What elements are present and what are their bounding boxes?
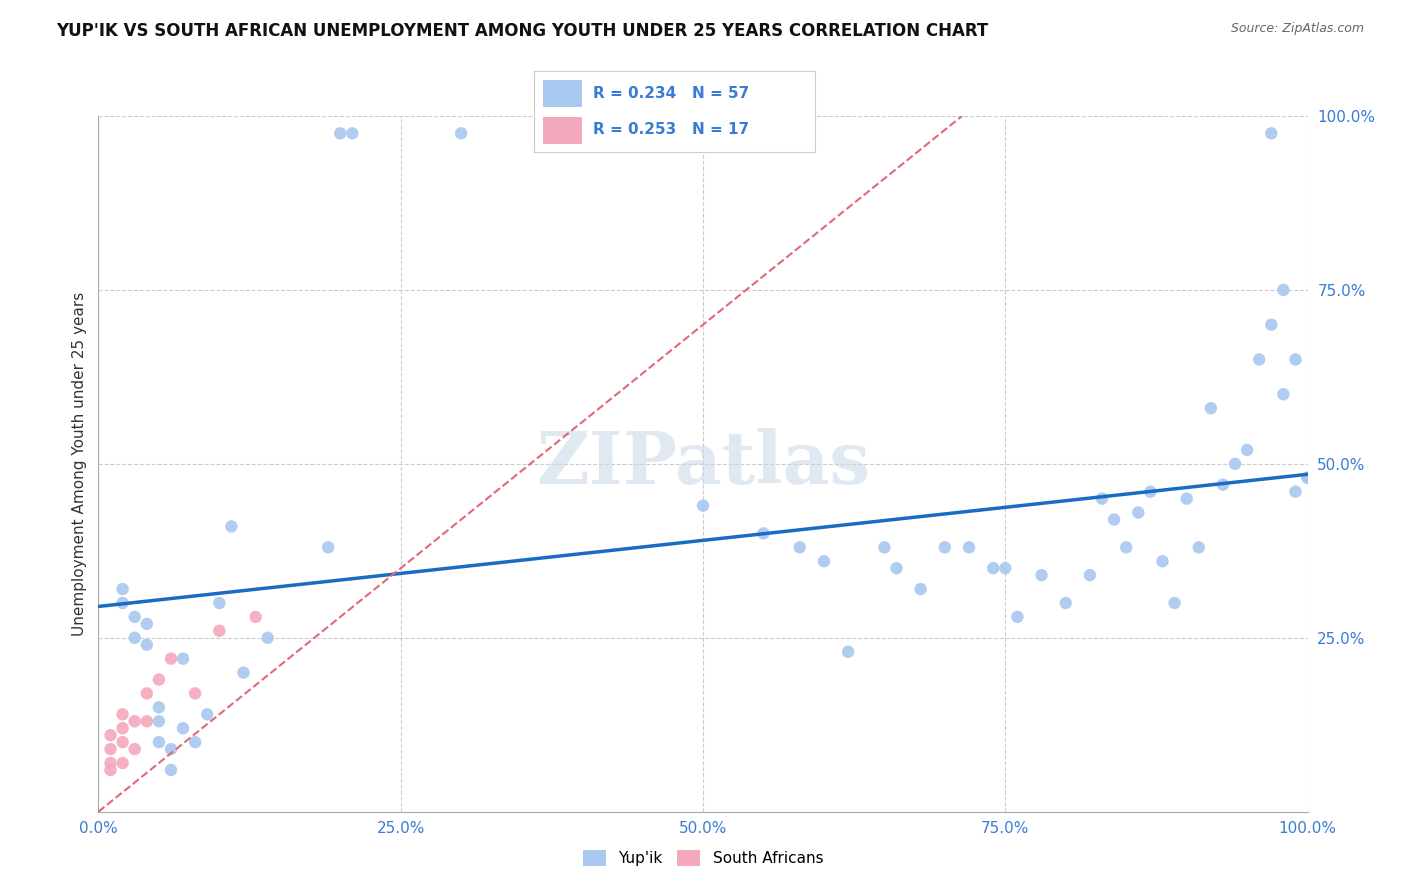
Point [148,673,170,687]
Point [1054,596,1077,610]
Point [1163,596,1185,610]
Point [160,763,183,777]
Point [1249,352,1271,367]
Point [148,714,170,729]
Point [245,610,267,624]
Point [1272,283,1295,297]
Text: ZIPatlas: ZIPatlas [536,428,870,500]
Point [111,756,134,770]
Point [124,631,146,645]
Point [1078,568,1101,582]
Point [256,631,278,645]
Point [934,541,956,555]
Text: R = 0.253   N = 17: R = 0.253 N = 17 [593,122,749,137]
Point [1296,471,1319,485]
Point [1007,610,1029,624]
Point [232,665,254,680]
Point [221,519,243,533]
Point [981,561,1004,575]
Point [837,645,859,659]
Point [100,763,122,777]
Point [342,127,364,141]
Point [135,714,157,729]
Point [1223,457,1246,471]
Point [184,686,207,700]
Point [195,707,218,722]
Point [1175,491,1198,506]
Point [1031,568,1053,582]
Point [910,582,932,596]
Point [1260,318,1282,332]
Point [1284,352,1306,367]
Point [100,742,122,756]
Point [692,499,714,513]
Point [208,624,231,638]
Point [135,616,157,631]
FancyBboxPatch shape [543,117,582,144]
Point [111,707,134,722]
Point [329,127,352,141]
Y-axis label: Unemployment Among Youth under 25 years: Unemployment Among Youth under 25 years [72,292,87,636]
Point [111,721,134,735]
Point [450,127,472,141]
Point [172,721,194,735]
Point [148,735,170,749]
Text: YUP'IK VS SOUTH AFRICAN UNEMPLOYMENT AMONG YOUTH UNDER 25 YEARS CORRELATION CHAR: YUP'IK VS SOUTH AFRICAN UNEMPLOYMENT AMO… [56,22,988,40]
Point [135,638,157,652]
Point [957,541,980,555]
Point [1272,387,1295,401]
Point [172,651,194,665]
Point [111,596,134,610]
Point [1115,541,1137,555]
Point [124,610,146,624]
Point [813,554,835,568]
Point [994,561,1017,575]
Point [1128,506,1150,520]
Point [316,541,339,555]
Text: Source: ZipAtlas.com: Source: ZipAtlas.com [1230,22,1364,36]
Point [1188,541,1211,555]
Point [208,596,231,610]
Point [789,541,811,555]
Point [1102,512,1125,526]
Point [752,526,775,541]
Point [111,735,134,749]
Point [1152,554,1174,568]
Point [1212,477,1234,491]
Point [111,582,134,596]
Legend: Yup'ik, South Africans: Yup'ik, South Africans [575,842,831,873]
Point [873,541,896,555]
Point [1139,484,1161,499]
Point [1260,127,1282,141]
Point [124,714,146,729]
Point [1091,491,1114,506]
Text: R = 0.234   N = 57: R = 0.234 N = 57 [593,86,749,101]
Point [1236,442,1258,457]
Point [1296,471,1319,485]
Point [100,728,122,742]
Point [100,756,122,770]
Point [184,735,207,749]
FancyBboxPatch shape [543,80,582,107]
Point [160,651,183,665]
Point [160,742,183,756]
Point [886,561,908,575]
Point [135,686,157,700]
Point [1284,484,1306,499]
Point [124,742,146,756]
Point [148,700,170,714]
Point [1199,401,1222,416]
